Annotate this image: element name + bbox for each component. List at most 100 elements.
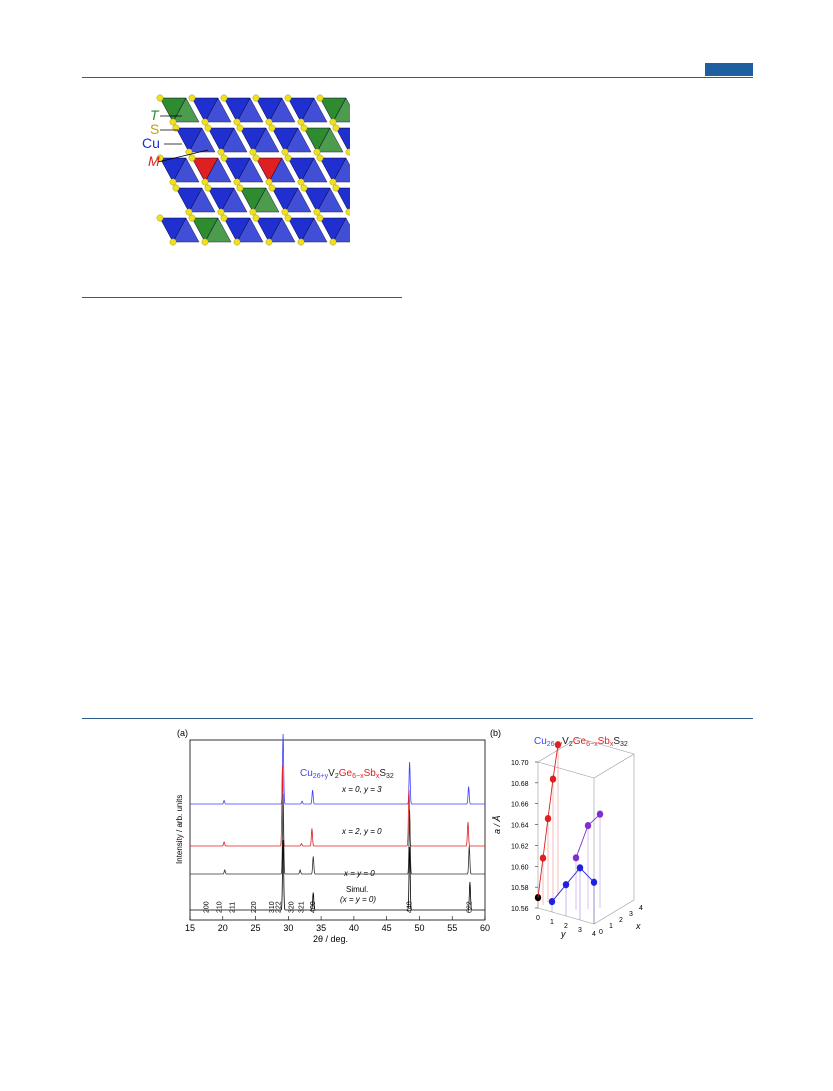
xrd-tick-label: 20	[218, 923, 228, 933]
sulfur-atom	[217, 148, 225, 156]
miller-label: 622	[466, 901, 473, 913]
data-point	[596, 810, 604, 818]
sulfur-atom	[233, 118, 241, 126]
sulfur-atom	[233, 178, 241, 186]
sulfur-atom	[284, 154, 292, 162]
tetrahedron	[284, 187, 312, 213]
miller-label: 210	[217, 901, 224, 913]
sulfur-atom	[201, 178, 209, 186]
tetrahedron	[300, 157, 328, 183]
y-tick-label: 2	[564, 923, 568, 930]
y-tick-label: 1	[550, 919, 554, 926]
tetrahedron	[188, 187, 216, 213]
tetrahedron	[236, 97, 264, 123]
sulfur-atom	[236, 184, 244, 192]
miller-label: 211	[230, 902, 237, 913]
xrd-x-ticks: 15 20 25 30 35 40 45 50 55 60	[185, 916, 490, 933]
sulfur-atom	[217, 208, 225, 216]
sulfur-atom	[300, 184, 308, 192]
series-line-0	[547, 779, 554, 819]
sulfur-atom	[156, 214, 164, 222]
sulfur-atom	[220, 154, 228, 162]
tetrahedron	[204, 217, 232, 243]
sulfur-atom	[252, 154, 260, 162]
sulfur-atom	[316, 154, 324, 162]
sulfur-atom	[236, 124, 244, 132]
series-line-0	[537, 858, 544, 898]
xrd-tick-label: 50	[414, 923, 424, 933]
tetrahedron	[300, 217, 328, 243]
series-line-1	[551, 884, 567, 902]
tetrahedron	[236, 157, 264, 183]
tetrahedron	[220, 127, 248, 153]
sulfur-atom	[345, 148, 350, 156]
sulfur-atom	[268, 124, 276, 132]
sulfur-atom	[316, 214, 324, 222]
miller-label: 200	[203, 901, 210, 913]
tetrahedron	[332, 157, 350, 183]
lattice-z-ticks: 10.70 10.68 10.66 10.64 10.62 10.60 10.58 10.56	[511, 760, 538, 913]
sulfur-atom	[169, 118, 177, 126]
sulfur-atom	[204, 124, 212, 132]
trace-label-0: x = 0, y = 3	[341, 785, 382, 794]
trace-label-2: x = y = 0	[343, 869, 375, 878]
xrd-panel: (a) 15 20 25 30 35 40 45 50 55 60 Cu26+yV2Ge6−xSb…	[175, 728, 490, 944]
miller-label: 222	[276, 901, 283, 913]
sulfur-atom	[233, 238, 241, 246]
xrd-tick-label: 35	[316, 923, 326, 933]
tetrahedron	[204, 157, 232, 183]
sulfur-atom	[281, 208, 289, 216]
sulfur-atom	[329, 238, 337, 246]
sulfur-atom	[332, 124, 340, 132]
sulfur-atom	[345, 208, 350, 216]
miller-label: 320	[289, 901, 296, 913]
xrd-trace-1	[190, 765, 485, 847]
tetrahedron	[172, 157, 200, 183]
xrd-formula: Cu26+yV2Ge6−xSbxS32	[300, 768, 394, 780]
data-point	[544, 814, 552, 823]
sulfur-atom	[284, 214, 292, 222]
arrow-M	[157, 149, 209, 163]
sulfur-atom	[188, 214, 196, 222]
sulfur-atom	[332, 184, 340, 192]
tetrahedron	[204, 97, 232, 123]
miller-labels: 200 210 211 220 310 222 320 321 400 440 622	[203, 901, 473, 913]
tetrahedron	[188, 127, 216, 153]
miller-label: 321	[298, 901, 305, 913]
sulfur-atom	[300, 124, 308, 132]
xrd-traces	[190, 733, 485, 911]
x-tick-label: 2	[619, 917, 623, 924]
tetrahedron	[268, 217, 296, 243]
data-point	[590, 878, 598, 886]
xrd-tick-label: 30	[283, 923, 293, 933]
bottom-figure-rule	[82, 718, 753, 719]
sulfur-atom	[204, 184, 212, 192]
lattice-parameter-panel: (b) Cu26+yV2Ge6−xSbxS32 10.7010.6810.661…	[490, 728, 643, 939]
sulfur-atom	[313, 208, 321, 216]
tetrahedron	[236, 217, 264, 243]
sulfur-atom	[169, 178, 177, 186]
figure-divider	[82, 297, 402, 298]
label-Cu: Cu	[142, 135, 160, 151]
z-tick-label: 10.56	[511, 906, 529, 913]
sulfur-atom	[249, 208, 257, 216]
x-tick-label: 1	[609, 923, 613, 930]
z-tick-label: 10.58	[511, 885, 529, 892]
sulfur-atom	[156, 94, 164, 102]
tetrahedron	[335, 127, 350, 153]
data-point	[572, 854, 580, 862]
xrd-tick-label: 25	[251, 923, 261, 933]
sulfur-atom	[329, 178, 337, 186]
z-tick-label: 10.60	[511, 864, 529, 871]
tetrahedron	[268, 157, 296, 183]
series-line-2	[575, 825, 589, 859]
tetrahedron	[172, 217, 200, 243]
series-line-1	[565, 867, 581, 886]
box-edge	[577, 737, 635, 755]
tetrahedron	[300, 97, 328, 123]
x-tick-label: 4	[639, 905, 643, 912]
data-point	[554, 741, 562, 749]
series-line-0	[542, 818, 549, 859]
xrd-tick-label: 40	[349, 923, 359, 933]
y-tick-label: 3	[578, 927, 582, 934]
